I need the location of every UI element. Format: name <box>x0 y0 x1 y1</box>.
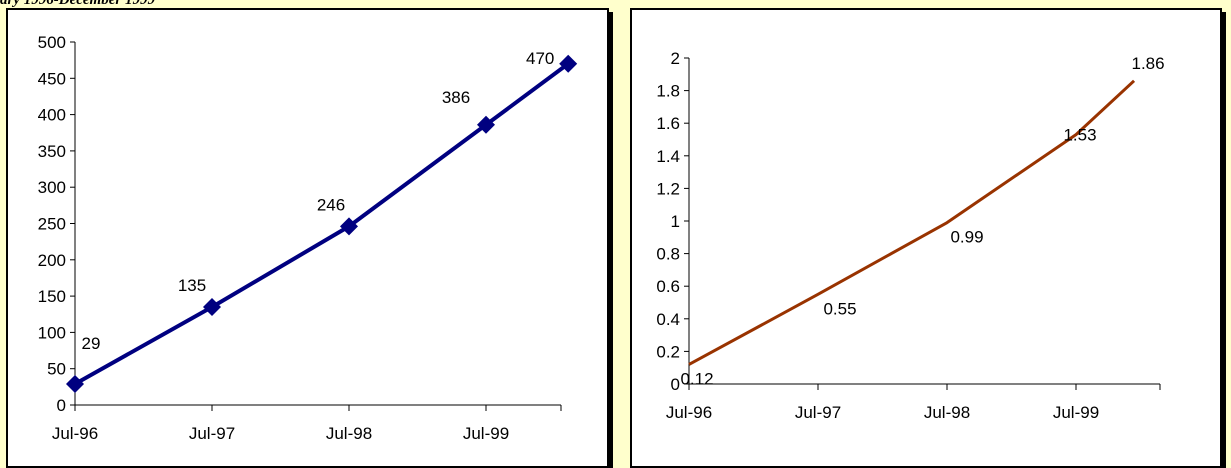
y-tick-label: 0 <box>671 375 680 394</box>
y-tick-label: 0.4 <box>656 310 680 329</box>
data-point-marker <box>66 374 84 393</box>
y-tick-label: 1 <box>671 212 680 231</box>
data-label: 29 <box>82 334 101 353</box>
y-tick-label: 500 <box>38 33 66 52</box>
y-tick-label: 0.2 <box>656 342 680 361</box>
data-label: 1.53 <box>1063 126 1096 145</box>
x-tick-label: Jul-96 <box>52 424 98 443</box>
data-label: 246 <box>317 195 345 214</box>
y-tick-label: 2 <box>671 49 680 68</box>
line-chart-left: 0 50 100 150 200 250 300 350 400 450 500 Jul-96 Jul-… <box>38 33 578 443</box>
data-label: 135 <box>178 276 206 295</box>
data-label: 1.86 <box>1132 54 1165 73</box>
data-point-marker <box>559 54 578 73</box>
data-label: 386 <box>442 88 470 107</box>
x-tick-label: Jul-97 <box>795 403 841 422</box>
y-tick-label: 300 <box>38 178 66 197</box>
x-tick-label: Jul-98 <box>326 424 372 443</box>
data-point-marker <box>203 297 221 316</box>
series-line <box>74 62 570 386</box>
y-tick-label: 450 <box>38 69 66 88</box>
y-tick-label: 1.8 <box>656 82 680 101</box>
page-caption: ary 1996-December 1999 <box>0 0 155 8</box>
x-tick-label: Jul-98 <box>924 403 970 422</box>
line-chart-right: 0 0.2 0.4 0.6 0.8 1 1.2 1.4 1.6 1.8 2 Jul-96 Jul-97 J… <box>656 49 1165 422</box>
y-tick-label: 100 <box>38 323 66 342</box>
y-tick-label: 150 <box>38 287 66 306</box>
x-tick-label: Jul-99 <box>463 424 509 443</box>
series-line <box>688 79 1136 366</box>
y-tick-label: 1.4 <box>656 147 680 166</box>
y-tick-label: 200 <box>38 251 66 270</box>
chart-panel-right: 0 0.2 0.4 0.6 0.8 1 1.2 1.4 1.6 1.8 2 Jul-96 Jul-97 J… <box>630 8 1222 468</box>
y-tick-label: 0.8 <box>656 245 680 264</box>
data-point-marker <box>340 217 358 236</box>
data-label: 0.12 <box>680 369 713 388</box>
data-label: 0.55 <box>823 299 856 318</box>
y-tick-label: 0.6 <box>656 277 680 296</box>
data-label: 470 <box>526 49 554 68</box>
y-tick-label: 400 <box>38 106 66 125</box>
y-tick-label: 250 <box>38 215 66 234</box>
y-tick-label: 50 <box>47 360 66 379</box>
data-point-marker <box>477 115 495 134</box>
x-tick-label: Jul-96 <box>666 403 712 422</box>
y-tick-label: 350 <box>38 142 66 161</box>
x-tick-label: Jul-97 <box>189 424 235 443</box>
x-tick-label: Jul-99 <box>1053 403 1099 422</box>
y-tick-label: 1.2 <box>656 179 680 198</box>
chart-panel-left: 0 50 100 150 200 250 300 350 400 450 500 Jul-96 Jul-… <box>6 8 609 468</box>
y-tick-label: 0 <box>57 396 66 415</box>
data-label: 0.99 <box>950 228 983 247</box>
y-tick-label: 1.6 <box>656 114 680 133</box>
